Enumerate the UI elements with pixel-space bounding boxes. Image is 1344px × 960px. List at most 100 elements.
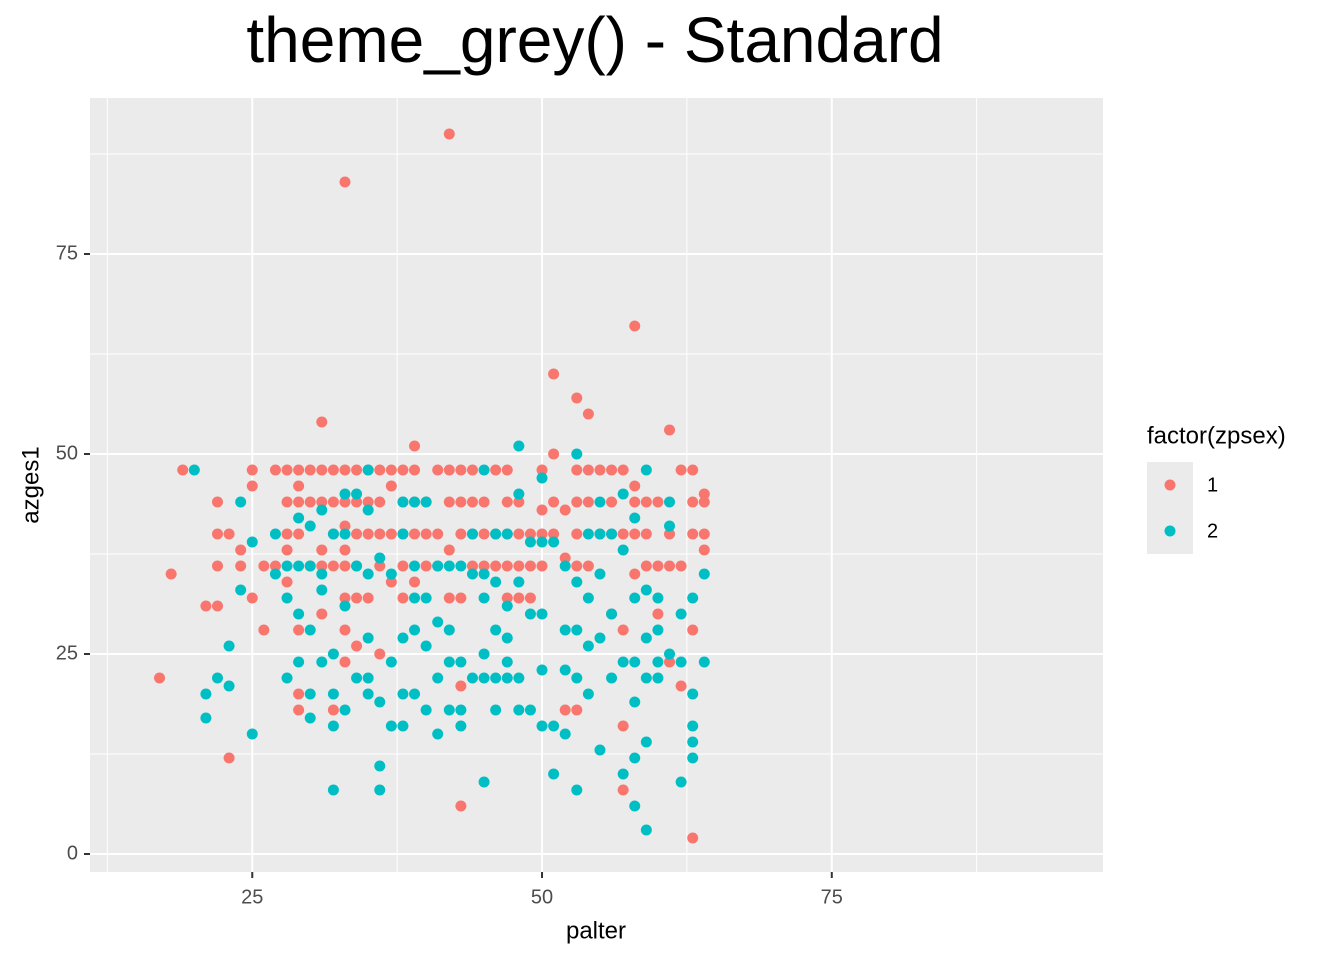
point [293, 624, 305, 636]
point [409, 592, 421, 604]
point [397, 496, 409, 508]
point [687, 736, 699, 748]
point [675, 656, 687, 668]
point [687, 528, 699, 540]
point [501, 600, 513, 612]
point [351, 528, 363, 540]
point [536, 664, 548, 676]
point [339, 528, 351, 540]
point [582, 408, 594, 420]
point [652, 592, 664, 604]
point [362, 672, 374, 684]
point [316, 656, 328, 668]
point [432, 464, 444, 476]
point [594, 632, 606, 644]
point [200, 712, 212, 724]
point [455, 496, 467, 508]
point [293, 480, 305, 492]
point [339, 560, 351, 572]
point [687, 720, 699, 732]
point [293, 512, 305, 524]
point [385, 528, 397, 540]
legend-marker [1164, 525, 1176, 537]
point [304, 688, 316, 700]
point [490, 672, 502, 684]
point [652, 496, 664, 508]
point [420, 560, 432, 572]
point [281, 560, 293, 572]
point [246, 480, 258, 492]
point [490, 464, 502, 476]
point [640, 496, 652, 508]
point [571, 464, 583, 476]
point [571, 496, 583, 508]
point [443, 592, 455, 604]
point [582, 528, 594, 540]
point [269, 464, 281, 476]
point [246, 728, 258, 740]
point [455, 800, 467, 812]
point [327, 464, 339, 476]
point [374, 464, 386, 476]
point [327, 648, 339, 660]
point [652, 656, 664, 668]
point [316, 416, 328, 428]
point [223, 640, 235, 652]
point [246, 464, 258, 476]
point [640, 584, 652, 596]
point [374, 552, 386, 564]
point [571, 560, 583, 572]
point [629, 752, 641, 764]
point [687, 624, 699, 636]
point [664, 648, 676, 660]
point [536, 464, 548, 476]
point [374, 528, 386, 540]
x-tick-label: 50 [531, 886, 553, 908]
point [675, 680, 687, 692]
point [455, 720, 467, 732]
legend-label: 1 [1207, 474, 1218, 496]
point [513, 704, 525, 716]
point [397, 720, 409, 732]
point [617, 544, 629, 556]
point [617, 528, 629, 540]
point [397, 464, 409, 476]
point [490, 624, 502, 636]
point [339, 520, 351, 532]
point [640, 824, 652, 836]
point [385, 720, 397, 732]
point [536, 528, 548, 540]
point [374, 648, 386, 660]
point [629, 568, 641, 580]
point [559, 504, 571, 516]
point [594, 528, 606, 540]
point [640, 672, 652, 684]
point [409, 464, 421, 476]
point [664, 528, 676, 540]
point [698, 496, 710, 508]
point [200, 600, 212, 612]
point [478, 648, 490, 660]
point [269, 568, 281, 580]
point [478, 528, 490, 540]
point [211, 528, 223, 540]
point [606, 608, 618, 620]
point [629, 496, 641, 508]
point [524, 704, 536, 716]
point [351, 488, 363, 500]
point [316, 464, 328, 476]
point [432, 728, 444, 740]
point [640, 464, 652, 476]
point [420, 496, 432, 508]
point [513, 560, 525, 572]
point [455, 560, 467, 572]
point [687, 592, 699, 604]
point [675, 464, 687, 476]
point [501, 496, 513, 508]
point [698, 488, 710, 500]
point [443, 560, 455, 572]
point [559, 624, 571, 636]
point [385, 576, 397, 588]
chart-title: theme_grey() - Standard [246, 4, 943, 76]
